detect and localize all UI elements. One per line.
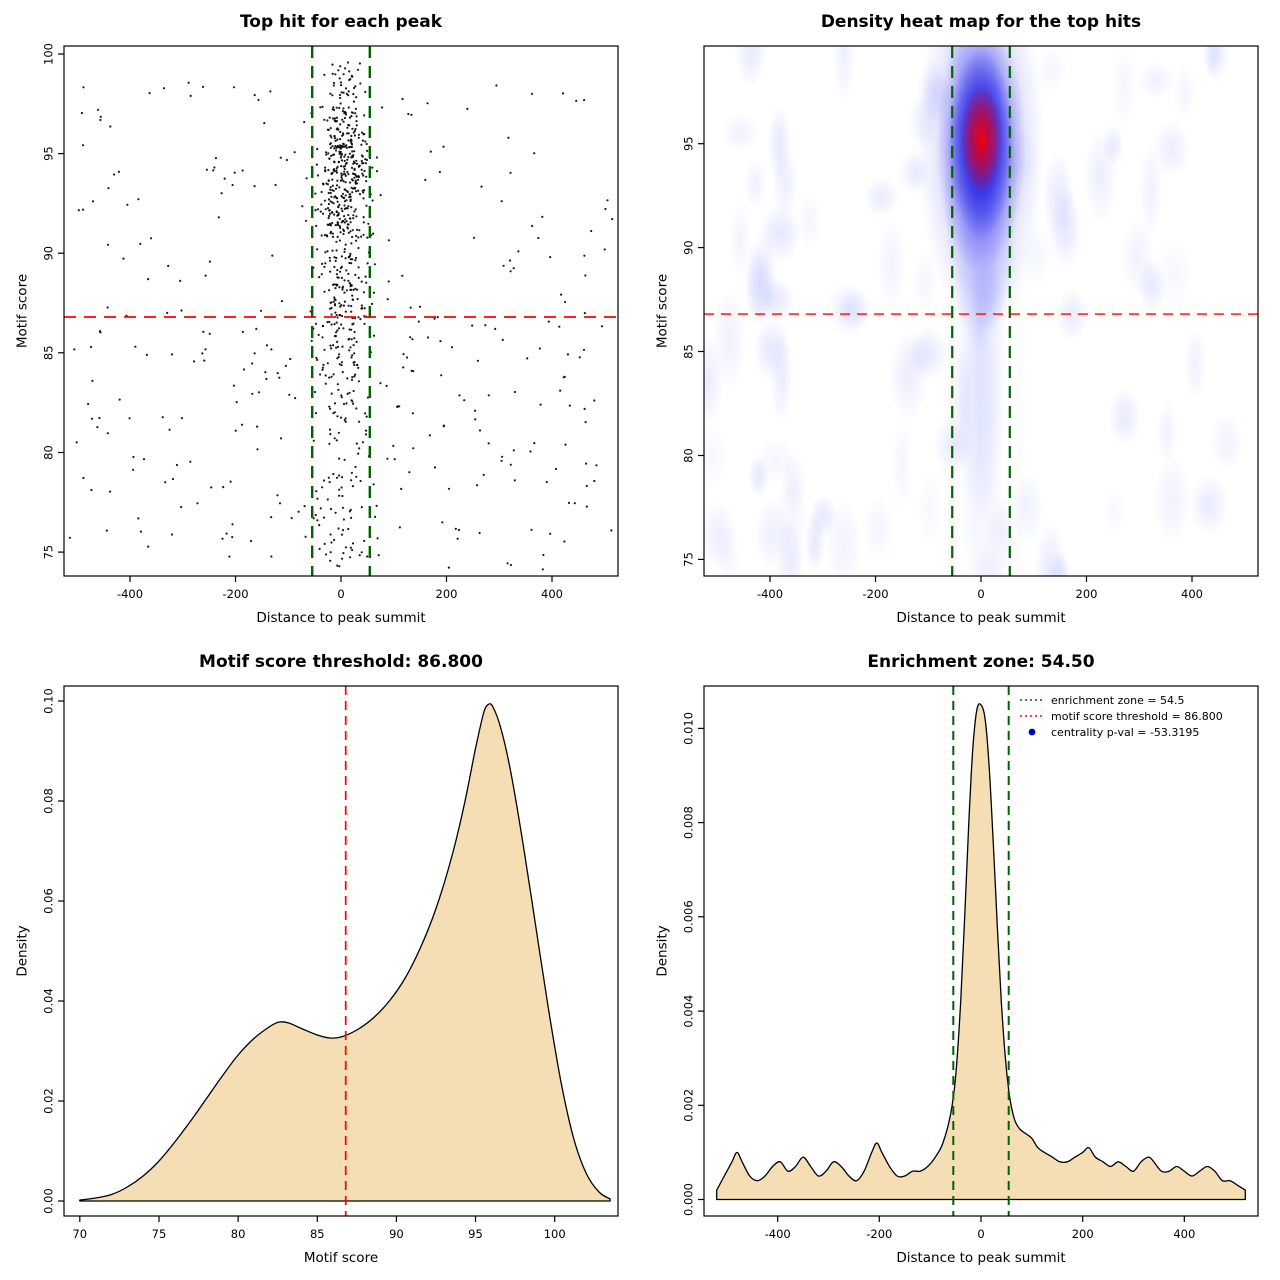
svg-text:enrichment zone = 54.5: enrichment zone = 54.5 <box>1051 694 1185 707</box>
svg-text:90: 90 <box>389 1227 404 1241</box>
svg-text:200: 200 <box>1076 587 1098 601</box>
enrichment-zone-density-chart: -400 -200 0 200 400 0.000 0.002 0.004 0.006 0.008… <box>654 685 1259 1266</box>
svg-text:centrality p-val = -53.3195: centrality p-val = -53.3195 <box>1051 726 1199 739</box>
svg-text:100: 100 <box>42 43 56 65</box>
svg-text:0.004: 0.004 <box>682 995 696 1028</box>
motif-score-density-chart: 70 75 80 85 90 95 100 0.00 0.02 0.04 0.06 0.08 0.10 M… <box>14 685 619 1266</box>
svg-text:400: 400 <box>541 587 563 601</box>
svg-text:0.008: 0.008 <box>682 806 696 839</box>
svg-text:200: 200 <box>1072 1227 1094 1241</box>
svg-text:85: 85 <box>42 345 56 360</box>
svg-text:-400: -400 <box>117 587 143 601</box>
svg-text:95: 95 <box>42 146 56 161</box>
panel-top-hit-scatter: -400 -200 0 200 400 75 80 85 90 95 100 Distance to … <box>0 0 640 640</box>
svg-text:-200: -200 <box>862 587 888 601</box>
panel-enrichment-zone-density: -400 -200 0 200 400 0.000 0.002 0.004 0.006 0.008… <box>640 640 1280 1280</box>
svg-text:90: 90 <box>42 246 56 261</box>
svg-text:Distance to peak summit: Distance to peak summit <box>896 1250 1065 1266</box>
svg-text:70: 70 <box>72 1227 87 1241</box>
svg-text:75: 75 <box>682 552 696 567</box>
panel-motif-score-density: 70 75 80 85 90 95 100 0.00 0.02 0.04 0.06 0.08 0.10 M… <box>0 640 640 1280</box>
svg-text:Density: Density <box>14 925 30 976</box>
svg-text:-400: -400 <box>757 587 783 601</box>
svg-text:Distance to peak summit: Distance to peak summit <box>256 610 425 626</box>
svg-text:400: 400 <box>1181 587 1203 601</box>
svg-text:0: 0 <box>337 587 344 601</box>
svg-text:Motif score: Motif score <box>654 274 670 348</box>
svg-text:80: 80 <box>231 1227 246 1241</box>
svg-text:0.02: 0.02 <box>42 1088 56 1114</box>
svg-text:85: 85 <box>310 1227 325 1241</box>
svg-text:0.08: 0.08 <box>42 788 56 814</box>
svg-text:Motif score: Motif score <box>14 274 30 348</box>
svg-text:95: 95 <box>468 1227 483 1241</box>
density-heatmap-chart: -400 -200 0 200 400 75 80 85 90 95 Distance to pea… <box>654 45 1259 626</box>
svg-text:75: 75 <box>152 1227 167 1241</box>
chart-title-density-heatmap: Density heat map for the top hits <box>820 12 1142 32</box>
svg-text:0: 0 <box>977 587 984 601</box>
svg-text:Distance to peak summit: Distance to peak summit <box>896 610 1065 626</box>
svg-text:0.06: 0.06 <box>42 888 56 914</box>
chart-title-enrichment-zone: Enrichment zone: 54.50 <box>867 652 1095 672</box>
svg-text:75: 75 <box>42 545 56 560</box>
svg-text:0.010: 0.010 <box>682 712 696 745</box>
svg-text:200: 200 <box>436 587 458 601</box>
panel-density-heatmap: -400 -200 0 200 400 75 80 85 90 95 Distance to pea… <box>640 0 1280 640</box>
chart-title-top-hit-scatter: Top hit for each peak <box>239 12 443 32</box>
svg-text:-200: -200 <box>222 587 248 601</box>
svg-text:80: 80 <box>682 448 696 463</box>
svg-text:100: 100 <box>544 1227 566 1241</box>
svg-text:0.002: 0.002 <box>682 1089 696 1122</box>
svg-text:0.04: 0.04 <box>42 988 56 1014</box>
svg-text:0.10: 0.10 <box>42 688 56 714</box>
top-hit-scatter-chart: -400 -200 0 200 400 75 80 85 90 95 100 Distance to … <box>14 43 619 626</box>
svg-text:-400: -400 <box>765 1227 791 1241</box>
svg-text:Motif score: Motif score <box>304 1250 378 1266</box>
svg-text:0.006: 0.006 <box>682 900 696 933</box>
svg-text:0: 0 <box>977 1227 984 1241</box>
svg-text:90: 90 <box>682 240 696 255</box>
svg-text:400: 400 <box>1173 1227 1195 1241</box>
svg-text:0.00: 0.00 <box>42 1188 56 1214</box>
svg-text:-200: -200 <box>866 1227 892 1241</box>
svg-text:Density: Density <box>654 925 670 976</box>
svg-text:motif score threshold = 86.800: motif score threshold = 86.800 <box>1051 710 1223 723</box>
svg-text:80: 80 <box>42 445 56 460</box>
svg-text:85: 85 <box>682 344 696 359</box>
svg-text:95: 95 <box>682 136 696 151</box>
chart-title-motif-score-threshold: Motif score threshold: 86.800 <box>199 652 483 672</box>
svg-text:0.000: 0.000 <box>682 1183 696 1216</box>
